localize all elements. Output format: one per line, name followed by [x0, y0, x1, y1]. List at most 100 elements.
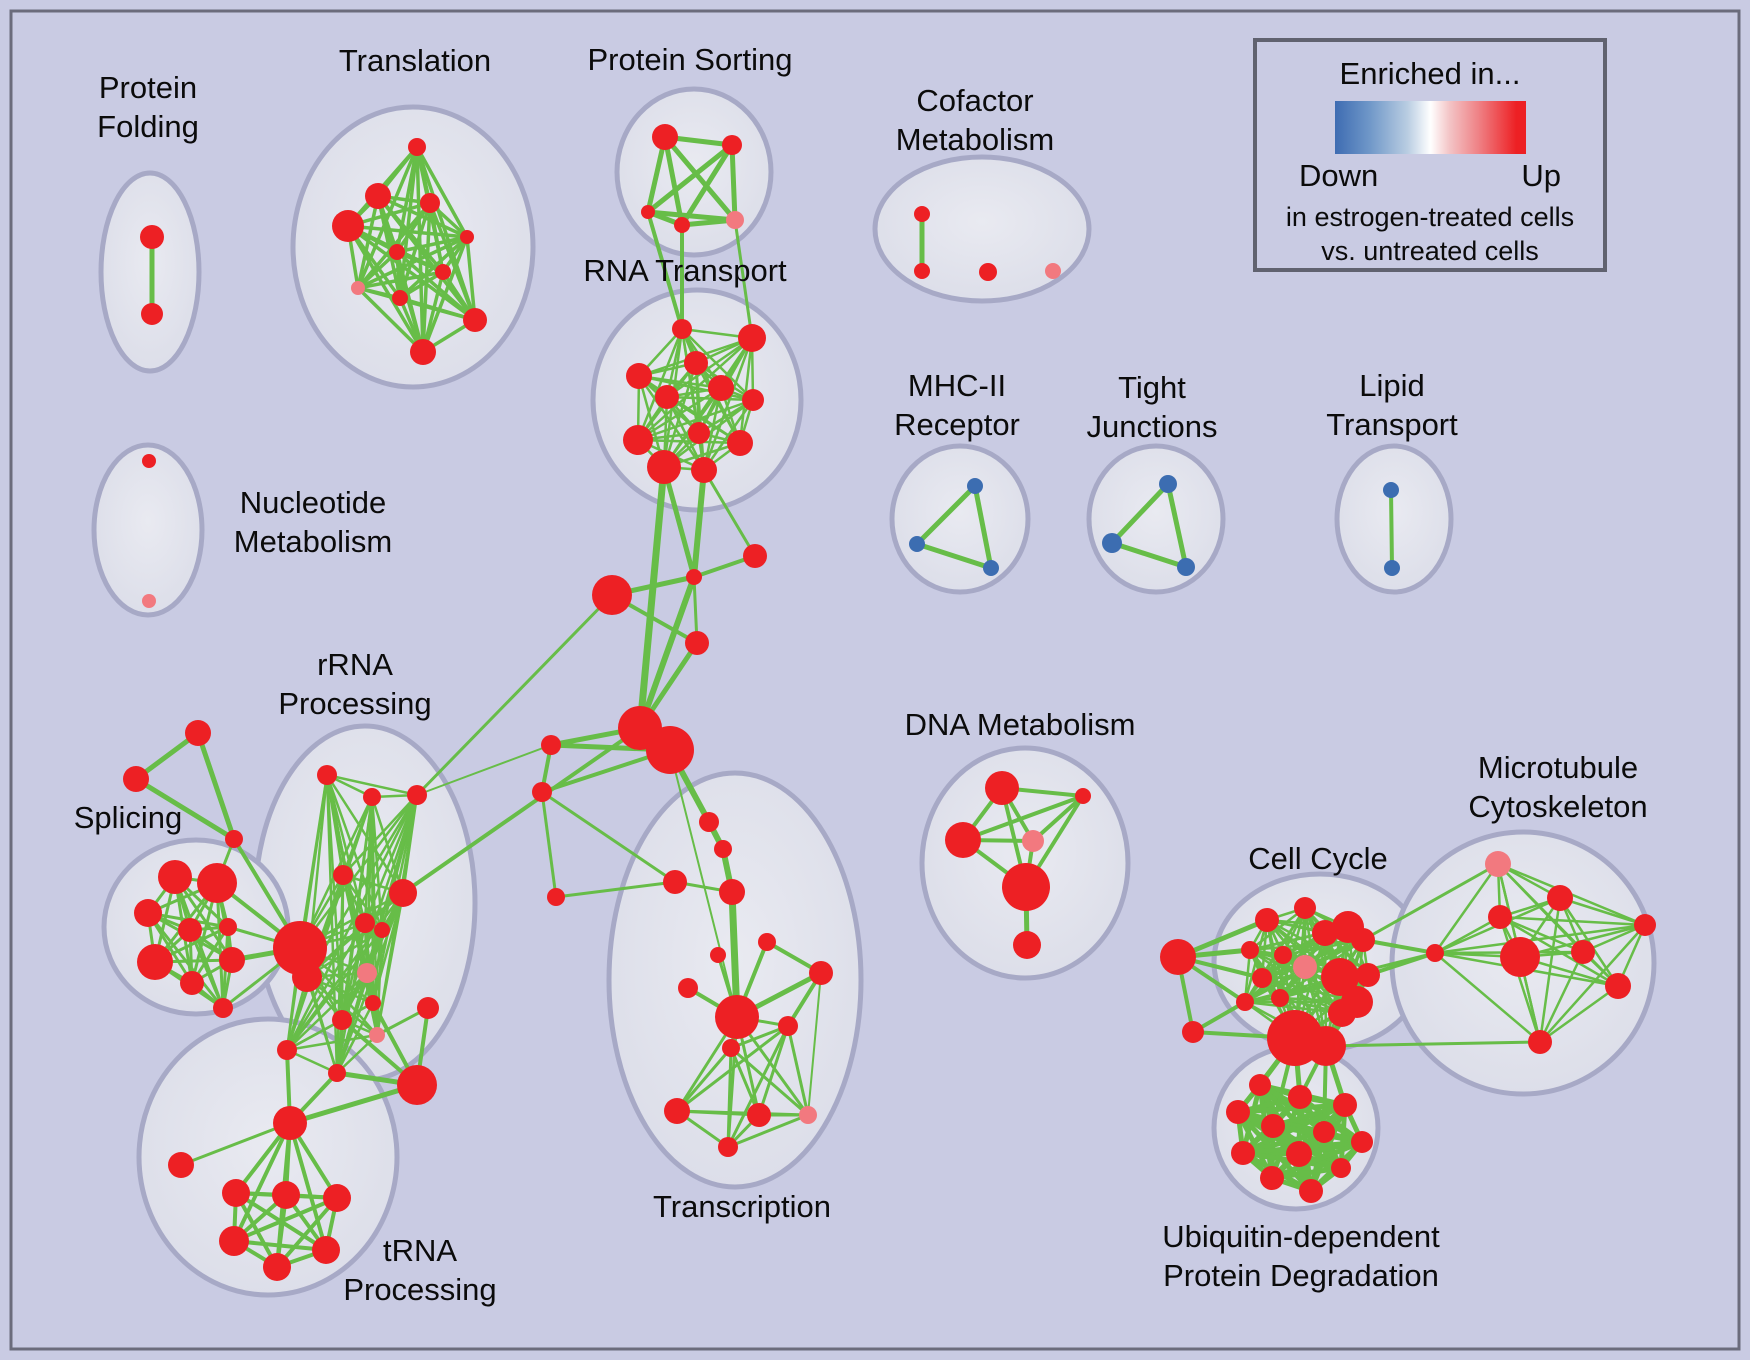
enrichment-edge [398, 296, 477, 322]
enrichment-edge [232, 1121, 292, 1243]
gene-set-node [1286, 1141, 1312, 1167]
enrichment-edge [757, 1024, 790, 1117]
gene-set-node [417, 997, 439, 1019]
cluster-label-cofactor-metabolism: Cofactor [916, 83, 1033, 118]
enrichment-edge [636, 327, 684, 442]
cluster-label-nucleotide-metabolism: Nucleotide [240, 485, 386, 520]
gene-set-node [985, 771, 1019, 805]
cluster-label-ubiquitin-dependent-protein-degradation: Protein Degradation [1163, 1258, 1439, 1293]
gene-set-node [742, 389, 764, 411]
gene-set-node [178, 918, 202, 942]
gene-set-node [1160, 939, 1196, 975]
gene-set-node [180, 971, 204, 995]
enrichment-edge [637, 374, 755, 402]
enrichment-edge [726, 1046, 733, 1149]
gene-set-node [272, 1181, 300, 1209]
gene-set-node [351, 281, 365, 295]
gene-set-node [1341, 986, 1373, 1018]
enrichment-edge [702, 336, 754, 472]
enrichment-edge [540, 790, 558, 899]
legend-up-label: Up [1521, 158, 1561, 193]
gene-set-node [142, 454, 156, 468]
enrichment-edge [729, 1046, 761, 1117]
cluster-ellipse-cofactor-metabolism [872, 154, 1092, 304]
enrichment-edge [428, 201, 477, 322]
enrichment-edge [1433, 915, 1502, 955]
cluster-label-ubiquitin-dependent-protein-degradation: Ubiquitin-dependent [1162, 1219, 1440, 1254]
gene-set-node [722, 1039, 740, 1057]
gene-set-node [141, 303, 163, 325]
gene-set-node [1255, 908, 1279, 932]
gene-set-node [685, 631, 709, 655]
gene-set-node [547, 888, 565, 906]
node-layer [123, 124, 1656, 1281]
enrichment-edge [356, 145, 419, 290]
gene-set-node [1306, 1026, 1346, 1066]
enrichment-edge [738, 336, 754, 445]
enrichment-edge [195, 730, 237, 842]
enrichment-edge [298, 773, 329, 950]
gene-set-node [365, 995, 381, 1011]
gene-set-node [688, 422, 710, 444]
enrichment-edge [661, 464, 697, 580]
gene-set-node [389, 879, 417, 907]
cluster-label-microtubule-cytoskeleton: Microtubule [1478, 750, 1638, 785]
gene-set-node [945, 822, 981, 858]
enrichment-edge [341, 873, 384, 932]
gene-set-node [809, 961, 833, 985]
cluster-label-translation: Translation [339, 43, 491, 78]
gene-set-node [655, 385, 679, 409]
enrichment-edge [1538, 984, 1620, 1044]
gene-set-node [532, 782, 552, 802]
gene-set-node [363, 788, 381, 806]
gene-set-node [420, 193, 440, 213]
gene-set-node [134, 899, 162, 927]
enrichment-edge [675, 1046, 733, 1113]
gene-set-node [914, 263, 930, 279]
gene-set-node [710, 947, 726, 963]
gene-set-node [277, 1040, 297, 1060]
gene-set-node [168, 1152, 194, 1178]
gene-set-node [983, 560, 999, 576]
cluster-ellipse-nucleotide-metabolism [91, 442, 205, 618]
cluster-label-splicing: Splicing [74, 800, 183, 835]
enrichment-edge [1389, 488, 1394, 570]
legend-title: Enriched in... [1339, 56, 1521, 91]
enrichment-edge [356, 286, 425, 354]
gene-set-node [374, 922, 390, 938]
enrichment-edge [1538, 923, 1647, 1044]
gene-set-node [623, 425, 653, 455]
gene-set-node [1182, 1021, 1204, 1043]
enrichment-edge [356, 235, 469, 290]
cluster-label-transcription: Transcription [653, 1189, 831, 1224]
enrichment-edge [645, 142, 735, 215]
gene-set-node [678, 978, 698, 998]
cluster-label-mhc-ii-receptor: Receptor [894, 407, 1020, 442]
gene-set-node [674, 217, 690, 233]
gene-set-node [1485, 851, 1511, 877]
enrichment-edge [729, 1046, 810, 1117]
enrichment-edge [636, 438, 742, 445]
enrichment-edge [1109, 540, 1189, 570]
enrichment-edge [636, 398, 755, 442]
cluster-label-protein-sorting: Protein Sorting [587, 42, 792, 77]
gene-set-node [1075, 788, 1091, 804]
gene-set-node [1634, 914, 1656, 936]
gene-set-node [979, 263, 997, 281]
enrichment-edge [702, 468, 757, 558]
enrichment-edge [415, 145, 469, 239]
gene-set-node [1547, 885, 1573, 911]
enrichment-edge [729, 142, 738, 223]
enrichment-edge [665, 336, 754, 399]
gene-set-node [799, 1106, 817, 1124]
gene-set-node [758, 933, 776, 951]
gene-set-node [225, 830, 243, 848]
gene-set-node [355, 913, 375, 933]
legend-box: Enriched in... Down Up in estrogen-treat… [1253, 38, 1607, 272]
enrichment-edge [375, 928, 384, 1037]
enrichment-edge [1498, 915, 1585, 954]
enrichment-edge [645, 209, 738, 223]
enrichment-edge [285, 921, 367, 1052]
